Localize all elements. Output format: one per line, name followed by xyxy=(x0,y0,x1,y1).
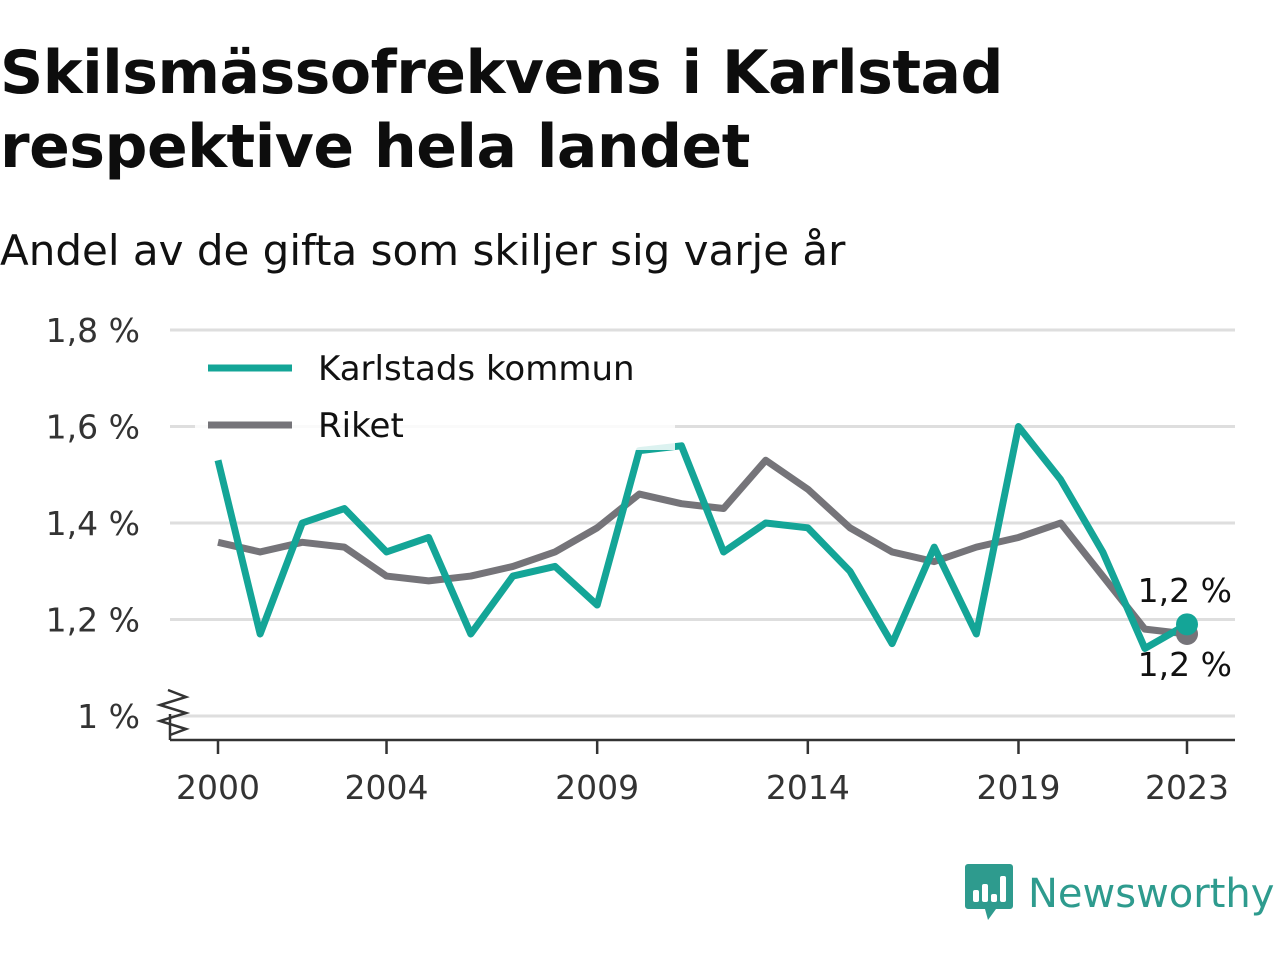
y-tick-label: 1,2 % xyxy=(46,601,140,640)
end-value-label: 1,2 % xyxy=(1138,645,1232,684)
end-labels: 1,2 % 1,2 % xyxy=(1138,571,1232,684)
legend-label: Riket xyxy=(318,406,404,446)
legend-label: Karlstads kommun xyxy=(318,349,635,389)
y-tick-label: 1,6 % xyxy=(46,408,140,447)
end-value-label: 1,2 % xyxy=(1138,571,1232,610)
newsworthy-chart-bubble-icon xyxy=(964,862,1014,926)
legend: Karlstads kommun Riket xyxy=(195,340,675,450)
y-axis-ticks: 1 % 1,2 % 1,4 % 1,6 % 1,8 % xyxy=(46,311,140,736)
chart-title: Skilsmässofrekvens i Karlstad respektive… xyxy=(0,38,1003,182)
newsworthy-logo: Newsworthy xyxy=(964,864,1274,924)
x-tick-label: 2014 xyxy=(766,768,850,807)
end-point-marker xyxy=(1176,613,1198,636)
series-line-karlstad xyxy=(214,423,1189,652)
y-tick-label: 1,8 % xyxy=(46,311,140,350)
x-tick-label: 2004 xyxy=(345,768,429,807)
chart-subtitle: Andel av de gifta som skiljer sig varje … xyxy=(0,226,846,275)
series-line-riket xyxy=(217,456,1188,638)
legend-background xyxy=(195,340,675,450)
y-tick-label: 1 % xyxy=(77,697,140,736)
x-tick-label: 2009 xyxy=(555,768,639,807)
x-tick-label: 2019 xyxy=(976,768,1060,807)
logo-text: Newsworthy xyxy=(1028,871,1275,917)
x-tick-label: 2000 xyxy=(176,768,260,807)
series-lines xyxy=(214,423,1198,652)
x-tick-label: 2023 xyxy=(1145,768,1229,807)
y-tick-label: 1,4 % xyxy=(46,504,140,543)
x-axis-ticks: 2000 2004 2009 2014 2019 2023 xyxy=(176,740,1229,807)
axis-break-mark xyxy=(155,688,191,737)
x-axis xyxy=(155,688,1235,742)
